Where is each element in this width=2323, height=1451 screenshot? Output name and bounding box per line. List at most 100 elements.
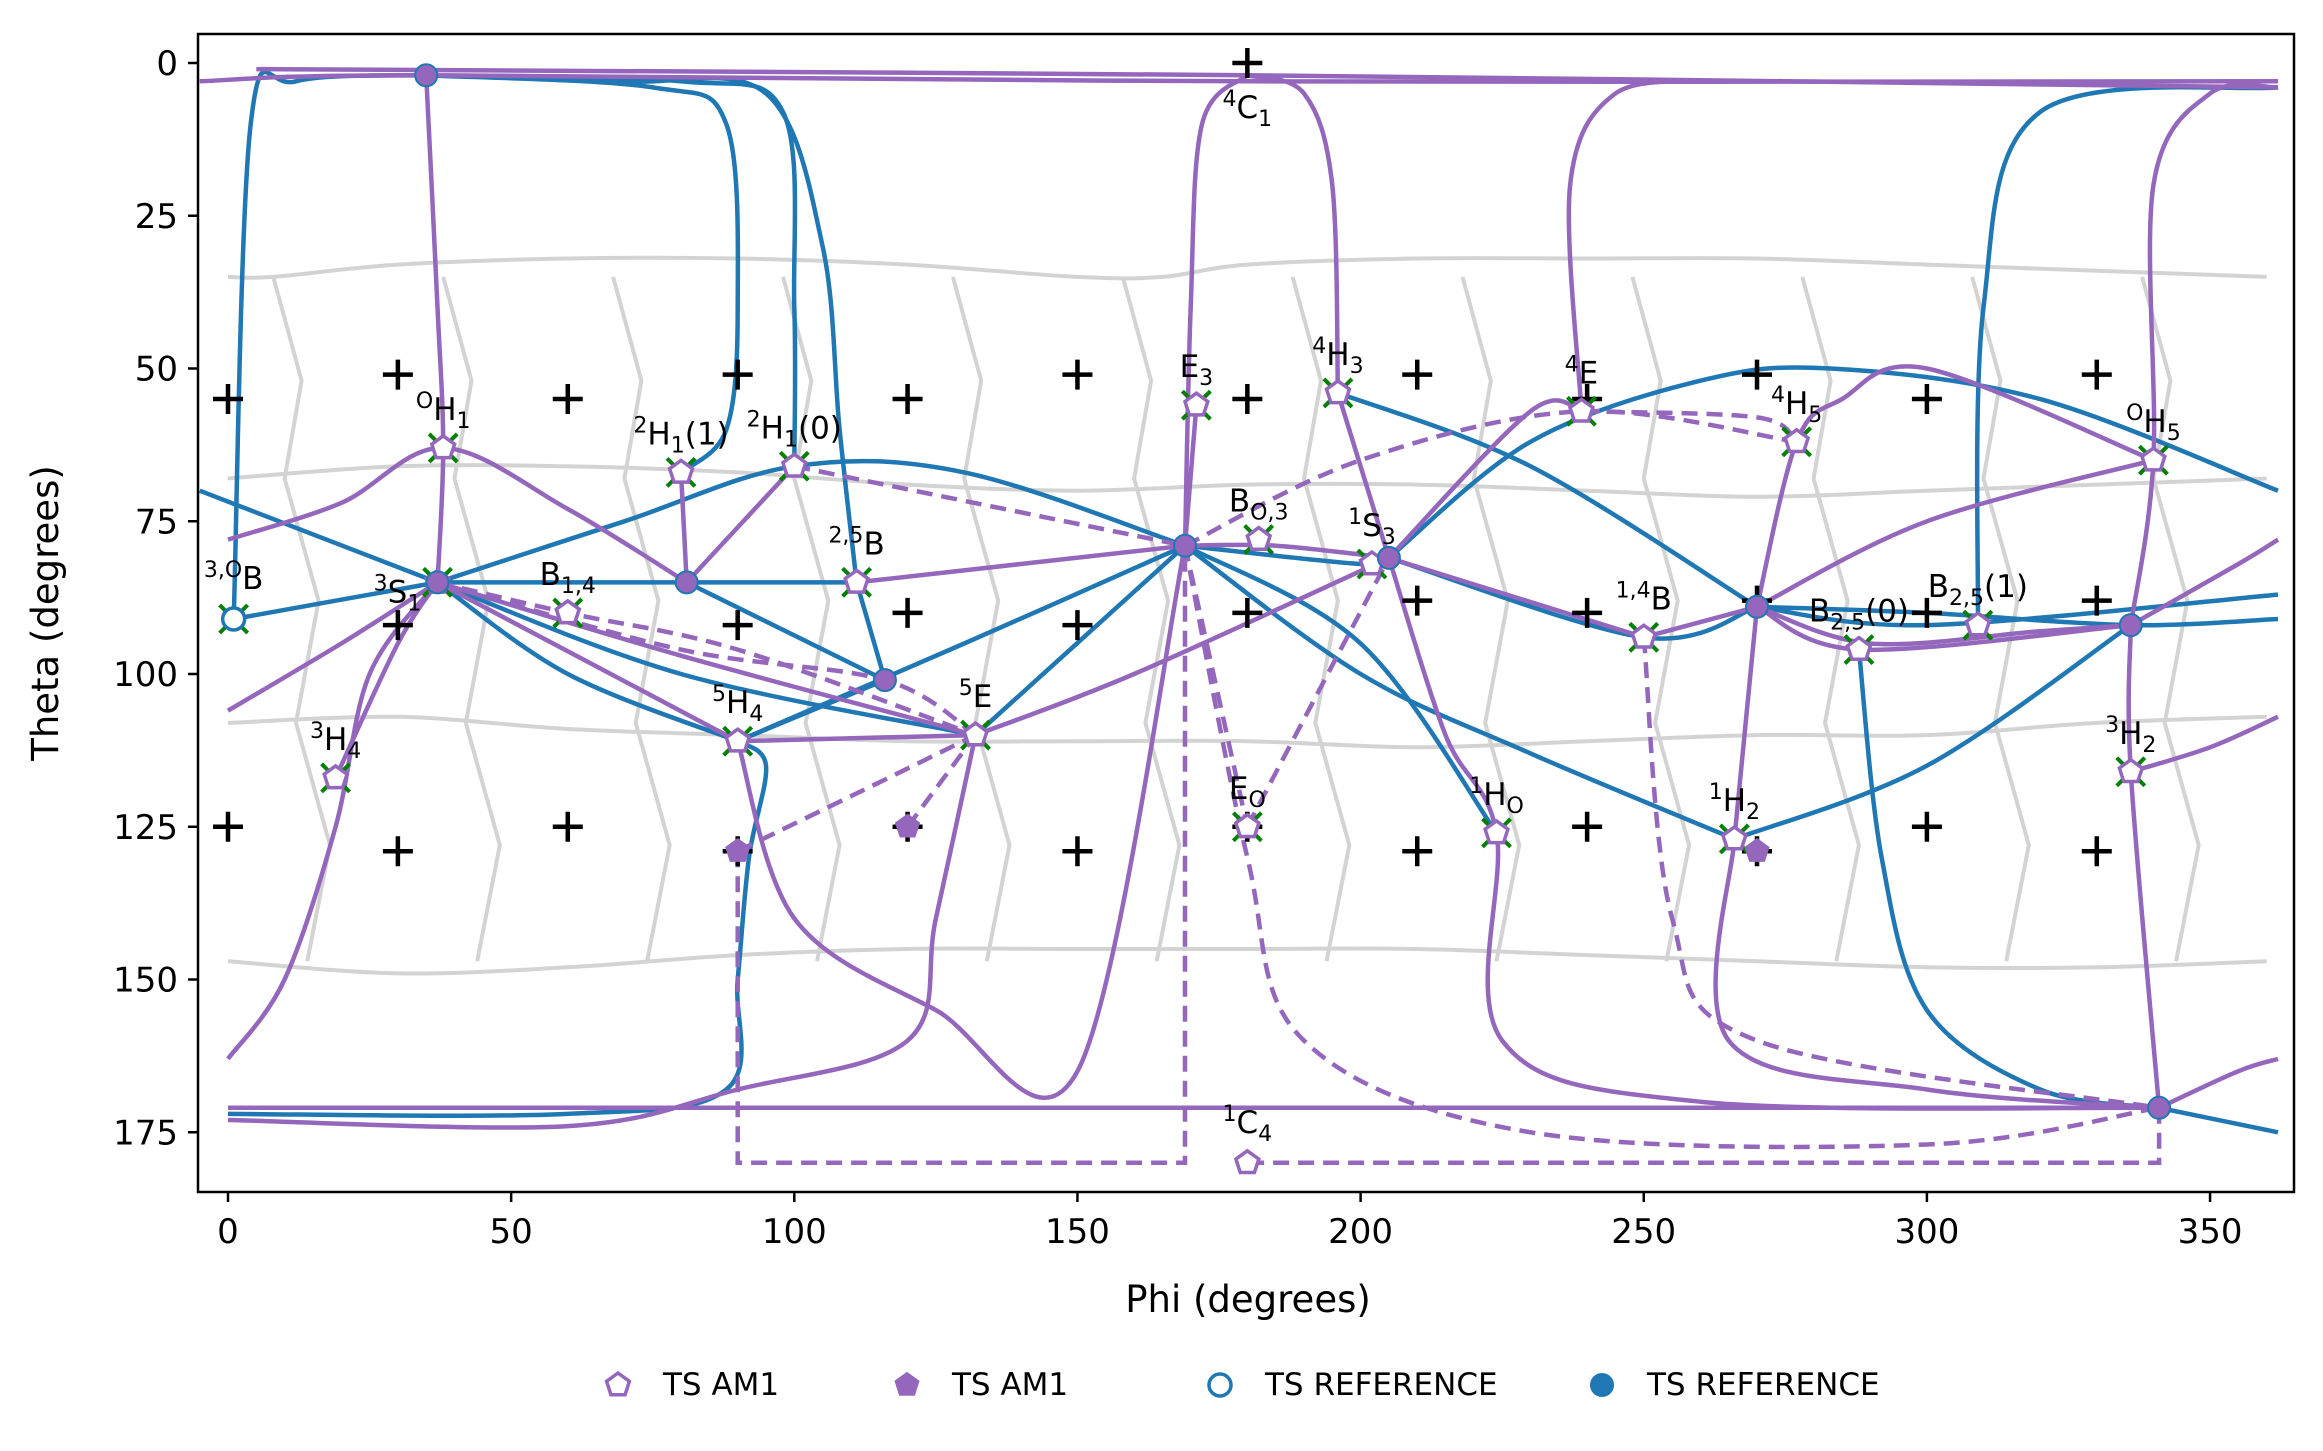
conformer-label-2H1-1-: 2H1(1) <box>633 413 728 458</box>
am1-path-16 <box>735 545 1188 1101</box>
ts-am1-filled-0 <box>725 837 751 862</box>
conformer-label-OH1: OH1 <box>416 389 471 434</box>
y-tick-label-2: 50 <box>135 350 178 390</box>
y-tick-label-4: 100 <box>113 655 178 695</box>
am1-dashed-path-1 <box>436 580 977 738</box>
x-tick-label-3: 150 <box>1045 1212 1110 1252</box>
am1-path-28 <box>1755 458 2154 609</box>
ts-am1-open-1 <box>1233 812 1261 839</box>
am1-path-22 <box>1566 79 1712 412</box>
y-tick-label-5: 125 <box>113 808 178 848</box>
ts-am1-open-marker-4 <box>780 452 808 478</box>
am1-path-35 <box>2158 1056 2279 1110</box>
grid-col-6 <box>1290 276 1352 962</box>
reference-path-3 <box>426 72 741 475</box>
am1-dashed-path-11 <box>1641 637 2160 1111</box>
x-tick-label-2: 100 <box>762 1212 827 1252</box>
conformer-label-4H3: 4H3 <box>1312 334 1363 379</box>
am1-path-29 <box>1756 604 2132 653</box>
grid-row-2 <box>227 714 2267 750</box>
reference-path-27 <box>1974 84 2279 626</box>
legend-label-2: TS REFERENCE <box>1264 1367 1498 1403</box>
reference-path-12 <box>854 581 888 681</box>
ts-reference-filled-1 <box>425 570 450 595</box>
ts-am1-open-marker-23 <box>1483 818 1510 845</box>
grid-col-3 <box>781 276 842 962</box>
legend-marker-0 <box>604 1370 632 1397</box>
ts-am1-open-marker-13 <box>843 568 871 594</box>
reference-plus-markers <box>213 48 2112 867</box>
plot-frame <box>196 32 2296 1194</box>
conformer-label-4C1: 4C1 <box>1223 87 1273 132</box>
ts-reference-filled-5 <box>1376 545 1401 570</box>
y-tick-label-7: 175 <box>113 1113 178 1153</box>
plus-marker-5 <box>892 384 923 415</box>
legend-label-0: TS AM1 <box>662 1367 779 1403</box>
ts-am1-open-0 <box>554 598 582 625</box>
x-tick-label-7: 350 <box>2178 1212 2243 1252</box>
conformer-label-2H1-0-: 2H1(0) <box>747 407 842 452</box>
am1-dashed-path-2 <box>736 733 977 854</box>
am1-path-14 <box>974 555 1390 738</box>
ts-am1-open-marker-5 <box>1182 391 1210 417</box>
legend: TS AM1 TS AM1 TS REFERENCE TS REFERENCE <box>604 1367 1880 1403</box>
y-tick-label-6: 150 <box>113 961 178 1001</box>
conformer-label-EO: EO <box>1229 771 1266 813</box>
am1-dashed-path-0 <box>436 580 977 738</box>
conformer-label-4E: 4E <box>1565 352 1599 391</box>
am1-dashed-path-10 <box>793 464 1186 548</box>
reference-path-19 <box>1337 390 1759 609</box>
ts-reference-open-0 <box>220 606 247 632</box>
am1-dashed-path-5 <box>1182 545 1250 828</box>
x-axis-title: Phi (degrees) <box>1125 1278 1371 1321</box>
plus-marker-0 <box>1232 48 1263 78</box>
x-tick-label-4: 200 <box>1328 1212 1393 1252</box>
am1-dashed-path-7 <box>1182 545 2160 1150</box>
plus-marker-23 <box>213 811 243 842</box>
am1-dashed-path-12 <box>1247 1107 2162 1166</box>
plus-marker-1 <box>213 384 243 415</box>
am1-dashed-path-8 <box>1184 408 1798 548</box>
ts-am1-open-marker-2 <box>429 433 457 460</box>
background-grid <box>227 255 2267 976</box>
ts-am1-filled-2 <box>1744 837 1770 862</box>
conformer-label-3S1: 3S1 <box>374 571 422 616</box>
reference-path-18 <box>1387 365 2279 560</box>
conformer-label-1H2: 1H2 <box>1709 780 1760 825</box>
reference-path-16 <box>1183 543 1736 842</box>
ts-am1-open-marker-14 <box>1245 525 1273 552</box>
conformer-label-1HO: 1HO <box>1469 774 1524 819</box>
ts-reference-filled-8 <box>2147 1095 2172 1120</box>
conformer-label-1C4: 1C4 <box>1223 1102 1273 1147</box>
plus-marker-11 <box>1911 384 1942 415</box>
am1-path-2 <box>423 75 446 583</box>
ts-am1-open-marker-21 <box>322 763 350 790</box>
reference-path-15 <box>1183 543 1499 835</box>
plus-marker-16 <box>1062 610 1093 641</box>
ts-reference-filled-6 <box>1745 594 1770 619</box>
conformer-label-3H2: 3H2 <box>2105 713 2156 758</box>
conformer-label-4H5: 4H5 <box>1771 383 1822 428</box>
reference-path-22 <box>1756 592 2279 628</box>
ts-am1-open-marker-18 <box>1964 610 1992 637</box>
plus-marker-15 <box>892 597 923 628</box>
reference-path-9 <box>436 580 976 738</box>
grid-col-8 <box>1630 276 1692 962</box>
grid-row-0 <box>227 255 2267 281</box>
grid-col-10 <box>1970 276 2031 962</box>
y-tick-label-3: 75 <box>135 502 178 542</box>
plus-marker-28 <box>1062 836 1093 867</box>
conformer-labels: 4C1 1C4 OH1 2H1(1) 2H1(0) E3 4H3 4E 4H5 OH5 3,OB 3S… <box>204 87 2181 1147</box>
plus-marker-3 <box>552 384 583 415</box>
plus-marker-13 <box>382 610 413 641</box>
reference-path-25 <box>2158 1105 2279 1135</box>
ts-am1-filled-1 <box>894 813 921 838</box>
am1-path-5 <box>685 464 796 584</box>
plus-marker-18 <box>1402 585 1433 616</box>
grid-col-9 <box>1800 276 1861 962</box>
grid-col-0 <box>271 276 332 962</box>
grid-col-5 <box>1120 276 1182 962</box>
ts-reference-filled-2 <box>674 570 699 595</box>
grid-col-7 <box>1460 276 1522 962</box>
